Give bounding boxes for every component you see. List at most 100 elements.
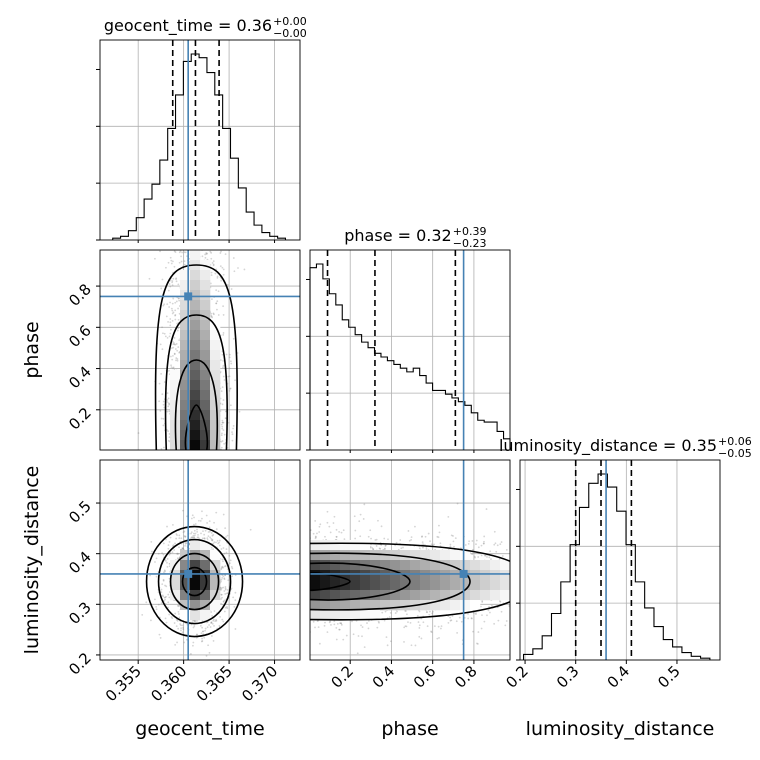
sample-point: [169, 552, 172, 554]
histogram-bin-geocent_time: [215, 95, 223, 240]
histogram-bin-phase: [471, 413, 477, 450]
sample-point: [168, 369, 170, 372]
sample-point: [494, 542, 497, 545]
density-cell: [180, 610, 191, 621]
sample-point: [215, 289, 218, 292]
sample-point: [215, 302, 218, 305]
histogram-bin-geocent_time: [223, 128, 231, 240]
sample-point: [330, 624, 332, 626]
sample-point: [213, 610, 216, 612]
sample-point: [221, 403, 224, 406]
sample-point: [228, 375, 231, 378]
sample-point: [323, 624, 326, 627]
sample-point: [464, 544, 467, 546]
sample-point: [225, 551, 228, 554]
sample-point: [175, 280, 178, 283]
sample-point: [194, 619, 197, 622]
sample-point: [201, 619, 204, 622]
sample-point: [403, 626, 406, 629]
title-plus: +0.06: [718, 435, 752, 448]
sample-point: [166, 336, 169, 339]
sample-point: [226, 592, 229, 595]
sample-point: [175, 357, 178, 359]
sample-point: [167, 405, 170, 408]
sample-point: [167, 593, 170, 596]
density-cell: [180, 560, 191, 571]
density-cell: [200, 320, 211, 331]
sample-point: [227, 421, 230, 424]
histogram-bin-luminosity_distance: [663, 640, 672, 660]
sample-point: [176, 557, 179, 560]
sample-point: [180, 629, 182, 632]
sample-point: [483, 535, 486, 538]
sample-point: [197, 519, 200, 522]
sample-point: [194, 532, 197, 535]
histogram-bin-phase: [439, 390, 445, 450]
sample-point: [220, 390, 223, 393]
density-cell: [190, 320, 201, 331]
sample-point: [222, 366, 224, 369]
sample-point: [225, 606, 228, 608]
sample-point: [196, 528, 198, 531]
histogram-bin-phase: [484, 422, 490, 450]
sample-point: [182, 531, 185, 534]
sample-point: [210, 315, 213, 318]
sample-point: [211, 262, 214, 264]
density-cell: [210, 330, 221, 341]
sample-point: [184, 251, 187, 254]
sample-point: [210, 537, 213, 540]
sample-point: [225, 548, 228, 551]
density-cell: [170, 380, 181, 391]
title-minus: −0.23: [453, 237, 487, 250]
sample-point: [361, 626, 364, 628]
histogram-bin-geocent_time: [152, 184, 160, 240]
sample-point: [356, 652, 359, 655]
sample-point: [162, 400, 165, 403]
histogram-bin-geocent_time: [183, 61, 191, 240]
sample-point: [324, 621, 326, 624]
histogram-bin-luminosity_distance: [691, 656, 700, 660]
sample-point: [342, 529, 345, 532]
sample-point: [205, 514, 208, 517]
sample-point: [221, 386, 224, 389]
contour-geocent_time-phase: [154, 264, 238, 450]
histogram-bin-luminosity_distance: [617, 511, 626, 660]
sample-point: [162, 553, 165, 556]
sample-point: [474, 556, 476, 559]
sample-point: [208, 520, 211, 523]
sample-point: [439, 542, 442, 545]
truth-marker: [184, 569, 193, 578]
sample-point: [380, 525, 383, 528]
sample-point: [223, 610, 226, 613]
sample-point: [173, 549, 176, 551]
sample-point: [228, 356, 231, 359]
sample-point: [182, 628, 185, 631]
sample-point: [222, 547, 225, 549]
sample-point: [422, 621, 425, 624]
sample-point: [155, 605, 158, 608]
density-cell: [170, 400, 181, 411]
sample-point: [221, 618, 224, 621]
sample-point: [193, 516, 195, 519]
sample-point: [222, 421, 225, 424]
sample-point: [476, 642, 478, 645]
sample-point: [176, 349, 179, 352]
sample-point: [449, 616, 452, 619]
histogram-bin-phase: [336, 305, 342, 450]
sample-point: [173, 250, 176, 253]
sample-point: [221, 266, 224, 269]
sample-point: [220, 587, 223, 589]
sample-point: [180, 260, 183, 263]
sample-point: [326, 510, 329, 513]
sample-point: [212, 264, 215, 267]
sample-point: [172, 367, 174, 369]
sample-point: [222, 399, 225, 401]
sample-point: [176, 534, 178, 537]
sample-point: [167, 321, 169, 323]
sample-point: [184, 544, 186, 547]
sample-point: [210, 312, 213, 315]
sample-point: [483, 620, 486, 623]
density-cell: [190, 380, 201, 391]
sample-point: [222, 305, 225, 308]
sample-point: [175, 300, 178, 303]
